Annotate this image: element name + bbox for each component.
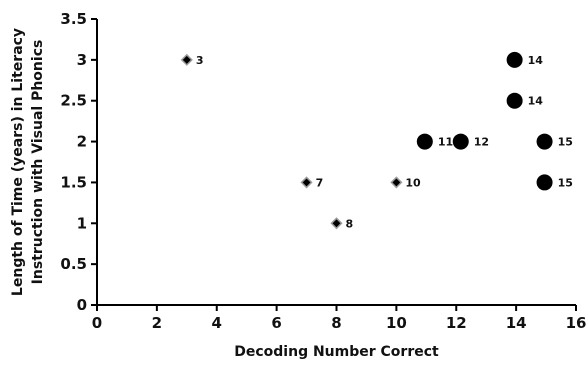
point-label: 7 (316, 176, 324, 189)
x-tick-label: 0 (92, 314, 102, 332)
y-tick-label: 2 (77, 133, 87, 151)
y-axis-title-line: Length of Time (years) in Literacy (10, 28, 26, 296)
y-tick-label: 3.5 (60, 10, 87, 28)
point-label: 15 (558, 136, 573, 149)
circle-point (452, 133, 469, 150)
data-points: 3 7 8 10 11 12 14 14 15 15 (180, 51, 573, 230)
y-tick-label: 0 (77, 296, 87, 314)
y-tick-label: 2.5 (60, 92, 87, 110)
y-axis-ticks: 0 0.5 1 1.5 2 2.5 3 3.5 (60, 10, 97, 314)
chart-axes (96, 19, 576, 306)
point-label: 14 (528, 95, 544, 108)
circle-point (416, 133, 433, 150)
x-tick-label: 4 (212, 314, 222, 332)
point-label: 10 (405, 176, 421, 189)
x-tick-label: 12 (446, 314, 467, 332)
x-tick-label: 14 (506, 314, 527, 332)
circle-point (536, 174, 553, 191)
x-axis-ticks: 0 2 4 6 8 10 12 14 16 (92, 305, 587, 332)
circle-point (506, 92, 523, 109)
y-tick-label: 1.5 (60, 173, 87, 191)
point-label: 14 (528, 54, 544, 67)
x-tick-label: 10 (386, 314, 407, 332)
x-tick-label: 2 (152, 314, 162, 332)
x-axis-title: Decoding Number Correct (234, 344, 439, 360)
point-label: 15 (558, 176, 573, 189)
point-label: 8 (346, 217, 354, 230)
diamond-point (390, 176, 403, 189)
x-tick-label: 16 (566, 314, 587, 332)
circle-point (506, 51, 523, 68)
diamond-point (300, 176, 313, 189)
point-label: 12 (474, 136, 489, 149)
y-axis-title-line: Instruction with Visual Phonics (30, 40, 46, 285)
diamond-point (330, 217, 343, 230)
x-tick-label: 8 (331, 314, 341, 332)
point-label: 11 (438, 136, 453, 149)
x-tick-label: 6 (271, 314, 281, 332)
y-tick-label: 1 (77, 214, 87, 232)
diamond-point (180, 53, 193, 66)
point-label: 3 (196, 54, 204, 67)
y-tick-label: 3 (77, 51, 87, 69)
y-tick-label: 0.5 (60, 255, 87, 273)
y-axis-title: Length of Time (years) in Literacy Instru… (10, 28, 46, 296)
circle-point (536, 133, 553, 150)
